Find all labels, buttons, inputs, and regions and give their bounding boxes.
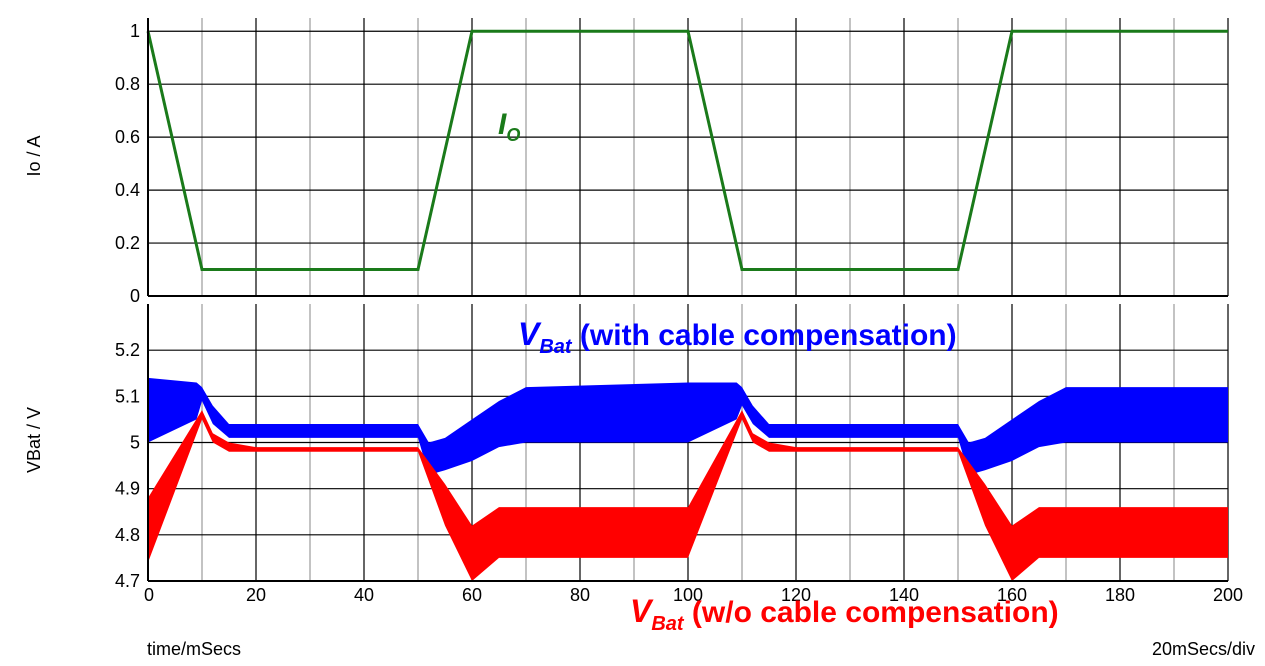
bottom-y-tick-labels: 4.7 4.8 4.9 5 5.1 5.2 [115,340,140,591]
x-tick-label: 20 [246,585,266,605]
top-y-tick-label: 0.2 [115,233,140,253]
scale-label: 20mSecs/div [1152,639,1255,659]
bottom-y-tick-label: 4.7 [115,571,140,591]
bottom-y-axis-label: VBat / V [24,407,44,473]
bottom-y-tick-label: 5.2 [115,340,140,360]
top-y-tick-label: 0.6 [115,127,140,147]
bottom-y-tick-label: 4.9 [115,479,140,499]
vbat-red-rest: (w/o cable compensation) [684,596,1059,629]
x-tick-label: 60 [462,585,482,605]
axes-frame [147,18,1228,582]
x-axis-label: time/mSecs [147,639,241,659]
top-y-tick-label: 1 [130,21,140,41]
vbat-with-compensation-annotation: VBat (with cable compensation) [518,316,957,358]
top-y-tick-label: 0.4 [115,180,140,200]
top-y-tick-label: 0 [130,286,140,306]
x-tick-label: 140 [889,585,919,605]
vbat-blue-rest: (with cable compensation) [572,319,957,352]
bottom-y-tick-label: 4.8 [115,525,140,545]
top-y-axis-label: Io / A [24,135,44,176]
vbat-without-compensation-band [148,410,1228,581]
io-annotation-main: I [498,108,507,141]
vbat-with-compensation-band [148,377,1228,475]
x-tick-label: 120 [781,585,811,605]
top-panel-grid [147,18,1229,297]
bottom-y-tick-label: 5 [130,433,140,453]
x-tick-label: 0 [144,585,154,605]
io-annotation: IO [498,108,520,145]
vbat-without-compensation-annotation: VBat (w/o cable compensation) [630,593,1059,635]
top-y-tick-labels: 0 0.2 0.4 0.6 0.8 1 [115,21,140,306]
vbat-blue-sub: Bat [539,336,573,358]
top-y-tick-label: 0.8 [115,74,140,94]
x-tick-labels: 0 20 40 60 80 100 120 140 160 180 200 [144,585,1243,605]
vbat-red-main: V [630,593,654,629]
vbat-red-sub: Bat [651,613,685,635]
io-annotation-sub: O [506,125,520,145]
x-tick-label: 160 [997,585,1027,605]
x-tick-label: 100 [673,585,703,605]
x-tick-label: 80 [570,585,590,605]
x-tick-label: 40 [354,585,374,605]
bottom-y-tick-label: 5.1 [115,386,140,406]
x-tick-label: 180 [1105,585,1135,605]
x-tick-label: 200 [1213,585,1243,605]
vbat-blue-main: V [518,316,542,352]
io-series-line [146,29,1228,272]
